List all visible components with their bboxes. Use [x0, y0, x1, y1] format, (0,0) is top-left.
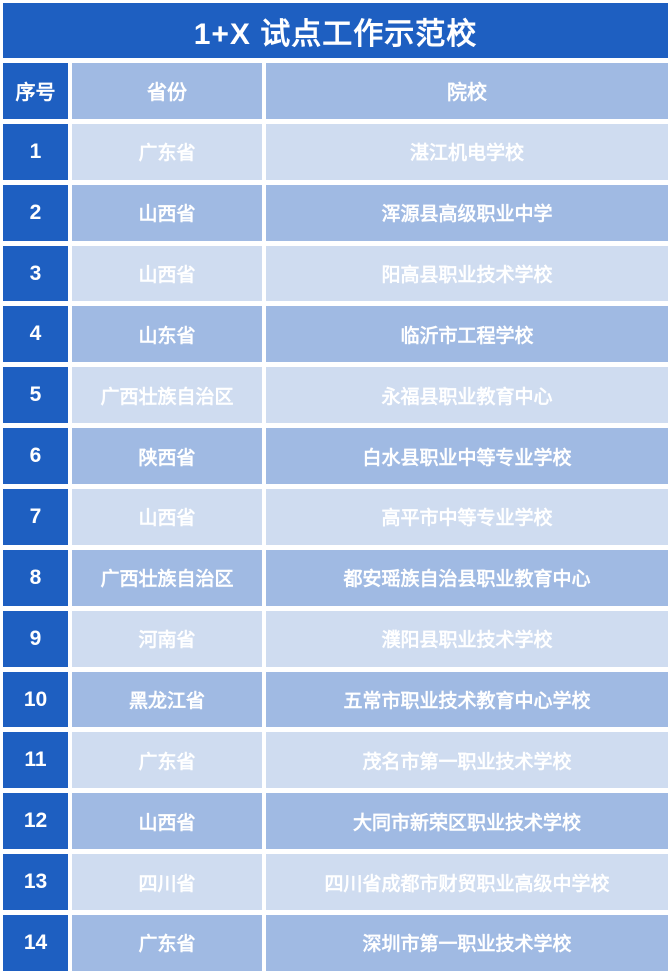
- row-school-cell: 永福县职业教育中心: [266, 367, 668, 424]
- table-row: 9 河南省 濮阳县职业技术学校: [3, 610, 668, 667]
- row-province-cell: 广西壮族自治区: [72, 549, 262, 606]
- row-index-cell: 2: [3, 184, 68, 241]
- row-index-cell: 13: [3, 854, 68, 911]
- row-school-cell: 四川省成都市财贸职业高级中学校: [266, 854, 668, 911]
- row-index-cell: 10: [3, 671, 68, 728]
- row-index-cell: 1: [3, 123, 68, 180]
- row-index-cell: 8: [3, 549, 68, 606]
- table-row: 6 陕西省 白水县职业中等专业学校: [3, 428, 668, 485]
- row-index-cell: 5: [3, 367, 68, 424]
- column-header-province: 省份: [72, 63, 262, 119]
- row-province-cell: 陕西省: [72, 428, 262, 485]
- table-header-row: 序号 省份 院校: [3, 63, 668, 119]
- table-row: 4 山东省 临沂市工程学校: [3, 306, 668, 363]
- table-row: 13 四川省 四川省成都市财贸职业高级中学校: [3, 854, 668, 911]
- row-index-cell: 4: [3, 306, 68, 363]
- table-row: 1 广东省 湛江机电学校: [3, 123, 668, 180]
- row-province-cell: 河南省: [72, 610, 262, 667]
- table-row: 8 广西壮族自治区 都安瑶族自治县职业教育中心: [3, 549, 668, 606]
- row-province-cell: 黑龙江省: [72, 671, 262, 728]
- row-province-cell: 山西省: [72, 793, 262, 850]
- row-index-cell: 11: [3, 732, 68, 789]
- row-index-cell: 12: [3, 793, 68, 850]
- row-school-cell: 都安瑶族自治县职业教育中心: [266, 549, 668, 606]
- row-school-cell: 高平市中等专业学校: [266, 489, 668, 545]
- row-index-cell: 9: [3, 610, 68, 667]
- row-province-cell: 广东省: [72, 732, 262, 789]
- row-school-cell: 茂名市第一职业技术学校: [266, 732, 668, 789]
- table-row: 7 山西省 高平市中等专业学校: [3, 489, 668, 545]
- table-row: 12 山西省 大同市新荣区职业技术学校: [3, 793, 668, 850]
- row-province-cell: 四川省: [72, 854, 262, 911]
- row-index-cell: 14: [3, 915, 68, 971]
- row-school-cell: 阳高县职业技术学校: [266, 245, 668, 302]
- row-school-cell: 浑源县高级职业中学: [266, 184, 668, 241]
- row-index-cell: 3: [3, 245, 68, 302]
- row-province-cell: 山西省: [72, 489, 262, 545]
- row-school-cell: 濮阳县职业技术学校: [266, 610, 668, 667]
- table-row: 14 广东省 深圳市第一职业技术学校: [3, 915, 668, 971]
- row-school-cell: 五常市职业技术教育中心学校: [266, 671, 668, 728]
- row-province-cell: 广东省: [72, 123, 262, 180]
- row-school-cell: 临沂市工程学校: [266, 306, 668, 363]
- row-province-cell: 广西壮族自治区: [72, 367, 262, 424]
- row-school-cell: 大同市新荣区职业技术学校: [266, 793, 668, 850]
- row-index-cell: 6: [3, 428, 68, 485]
- row-index-cell: 7: [3, 489, 68, 545]
- row-province-cell: 广东省: [72, 915, 262, 971]
- row-province-cell: 山西省: [72, 245, 262, 302]
- table-row: 2 山西省 浑源县高级职业中学: [3, 184, 668, 241]
- row-school-cell: 深圳市第一职业技术学校: [266, 915, 668, 971]
- row-province-cell: 山西省: [72, 184, 262, 241]
- table-row: 3 山西省 阳高县职业技术学校: [3, 245, 668, 302]
- row-school-cell: 白水县职业中等专业学校: [266, 428, 668, 485]
- table-row: 5 广西壮族自治区 永福县职业教育中心: [3, 367, 668, 424]
- page-title: 1+X 试点工作示范校: [3, 3, 668, 58]
- row-school-cell: 湛江机电学校: [266, 123, 668, 180]
- table-row: 11 广东省 茂名市第一职业技术学校: [3, 732, 668, 789]
- row-province-cell: 山东省: [72, 306, 262, 363]
- column-header-index: 序号: [3, 63, 68, 119]
- table-row: 10 黑龙江省 五常市职业技术教育中心学校: [3, 671, 668, 728]
- column-header-school: 院校: [266, 63, 668, 119]
